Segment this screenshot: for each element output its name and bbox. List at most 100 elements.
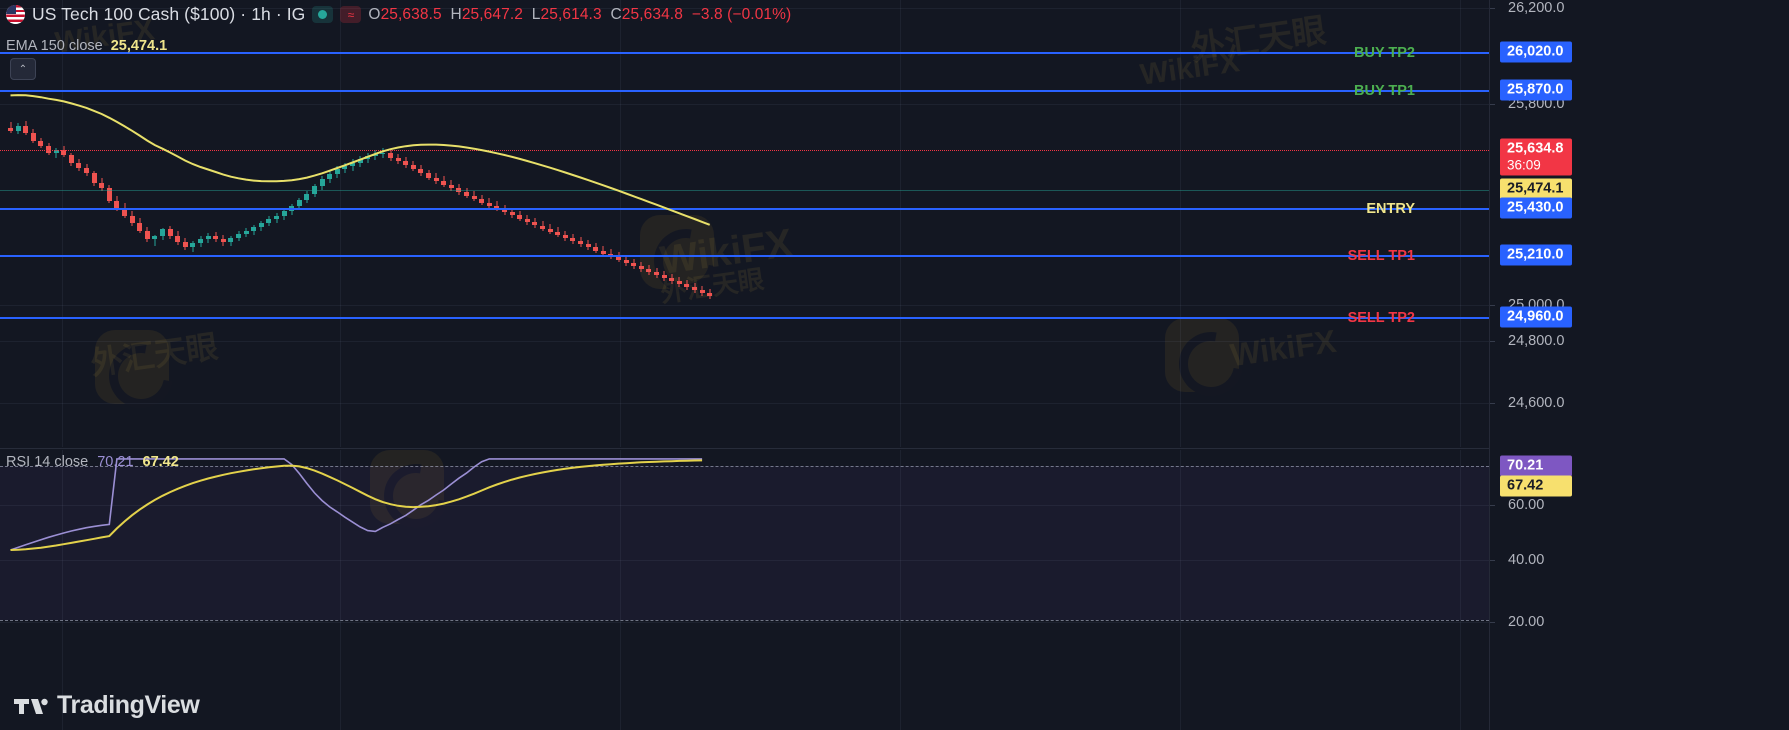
candle bbox=[426, 169, 431, 181]
ohlc-values: O25,638.5 H25,647.2 L25,614.3 C25,634.8 … bbox=[368, 6, 791, 24]
rsi-value-badge[interactable]: 70.21 bbox=[1500, 455, 1572, 477]
candle bbox=[84, 164, 89, 176]
rsi-band bbox=[0, 466, 1489, 620]
ohlc-open-key: O bbox=[368, 5, 381, 23]
grid-line-vertical bbox=[1460, 0, 1461, 447]
candle bbox=[334, 166, 340, 178]
rsi-axis-tick: 20.00 bbox=[1508, 614, 1545, 630]
candle bbox=[555, 227, 561, 238]
grid-line-vertical bbox=[62, 0, 63, 447]
symbol-title[interactable]: US Tech 100 Cash ($100) · 1h · IG bbox=[32, 4, 306, 24]
candle bbox=[198, 236, 203, 247]
candle bbox=[684, 279, 690, 290]
price-axis[interactable]: 26,200.0 25,800.0 25,000.0 24,800.0 24,600.0… bbox=[1489, 0, 1789, 730]
candle bbox=[220, 234, 226, 247]
ohlc-change: −3.8 (−0.01%) bbox=[691, 5, 792, 23]
candle bbox=[578, 236, 583, 247]
rsi-ma-badge[interactable]: 67.42 bbox=[1500, 475, 1572, 497]
signal-line-sell-tp2[interactable] bbox=[0, 317, 1489, 319]
candle bbox=[251, 224, 257, 235]
candle bbox=[654, 267, 659, 278]
candle bbox=[160, 228, 165, 240]
candle bbox=[327, 170, 333, 183]
price-badge-buy-tp2[interactable]: 26,020.0 bbox=[1500, 41, 1572, 63]
symbol-legend[interactable]: US Tech 100 Cash ($100) · 1h · IG ≈ O25,… bbox=[6, 4, 791, 25]
candle bbox=[205, 233, 211, 244]
axis-tick-mark bbox=[1490, 505, 1495, 506]
candle bbox=[585, 239, 591, 250]
signal-line-buy-tp2[interactable] bbox=[0, 52, 1489, 54]
grid-line-horizontal bbox=[0, 622, 1489, 623]
rsi-legend[interactable]: RSI 14 close 70.21 67.42 bbox=[6, 454, 179, 470]
grid-line-vertical bbox=[900, 0, 901, 447]
ema-150-line bbox=[10, 94, 711, 226]
price-badge-entry[interactable]: 25,430.0 bbox=[1500, 197, 1572, 219]
candle bbox=[418, 165, 424, 176]
ohlc-high-key: H bbox=[450, 5, 462, 23]
candle bbox=[46, 142, 51, 156]
candle bbox=[593, 243, 599, 254]
price-badge-sell-tp1[interactable]: 25,210.0 bbox=[1500, 244, 1572, 266]
candle bbox=[274, 213, 279, 223]
tradingview-logo[interactable]: TradingView bbox=[14, 691, 200, 720]
candle bbox=[517, 211, 523, 222]
candle bbox=[540, 220, 545, 232]
tradingview-mark-icon bbox=[14, 698, 48, 714]
signal-line-buy-tp1[interactable] bbox=[0, 90, 1489, 92]
price-axis-tick: 26,200.0 bbox=[1508, 0, 1565, 16]
rsi-pane[interactable] bbox=[0, 450, 1489, 730]
candle bbox=[646, 264, 652, 275]
candle bbox=[129, 210, 135, 226]
candle bbox=[707, 288, 713, 299]
last-price-line bbox=[0, 150, 1489, 151]
candle bbox=[122, 203, 127, 219]
candle bbox=[228, 236, 234, 246]
price-badge-buy-tp1[interactable]: 25,870.0 bbox=[1500, 79, 1572, 101]
candle bbox=[616, 252, 621, 263]
candle bbox=[68, 152, 74, 166]
signal-line-entry[interactable] bbox=[0, 208, 1489, 210]
chevron-up-icon[interactable]: ⌃ bbox=[10, 58, 36, 80]
last-price-badge[interactable]: 25,634.8 36:09 bbox=[1500, 138, 1572, 176]
rsi-legend-name: RSI 14 close bbox=[6, 454, 89, 470]
green-dot-icon[interactable] bbox=[312, 6, 334, 23]
candle bbox=[433, 173, 439, 184]
candle bbox=[236, 231, 241, 242]
candle bbox=[600, 246, 606, 257]
price-pane[interactable] bbox=[0, 0, 1489, 447]
wave-icon[interactable]: ≈ bbox=[340, 6, 362, 23]
candle bbox=[8, 121, 13, 133]
candle bbox=[15, 123, 21, 135]
candle bbox=[669, 273, 675, 284]
candle bbox=[30, 128, 36, 144]
candle bbox=[692, 282, 697, 293]
candle bbox=[76, 158, 82, 171]
signal-line-sell-tp1[interactable] bbox=[0, 255, 1489, 257]
candle bbox=[23, 120, 29, 136]
grid-line-horizontal bbox=[0, 403, 1489, 404]
candle bbox=[365, 153, 371, 164]
ema-price-badge[interactable]: 25,474.1 bbox=[1500, 178, 1572, 200]
candle bbox=[471, 191, 477, 202]
candle bbox=[350, 158, 355, 171]
ema-legend[interactable]: EMA 150 close 25,474.1 bbox=[6, 38, 167, 54]
candle bbox=[661, 270, 667, 281]
price-badge-sell-tp2[interactable]: 24,960.0 bbox=[1500, 306, 1572, 328]
candle bbox=[524, 214, 530, 225]
pane-divider[interactable] bbox=[0, 448, 1489, 449]
candle bbox=[61, 145, 67, 157]
candle bbox=[152, 234, 158, 247]
grid-line-vertical bbox=[1180, 0, 1181, 447]
rsi-legend-ma-value: 67.42 bbox=[142, 454, 179, 470]
candle bbox=[357, 155, 363, 167]
axis-tick-mark bbox=[1490, 622, 1495, 623]
ohlc-low-key: L bbox=[531, 5, 541, 23]
candle bbox=[699, 285, 705, 296]
candle bbox=[213, 231, 219, 242]
ema-legend-value: 25,474.1 bbox=[110, 38, 168, 54]
price-axis-tick: 24,800.0 bbox=[1508, 333, 1565, 349]
ohlc-high-value: 25,647.2 bbox=[461, 5, 523, 23]
price-axis-tick: 24,600.0 bbox=[1508, 395, 1565, 411]
axis-tick-mark bbox=[1490, 341, 1495, 342]
